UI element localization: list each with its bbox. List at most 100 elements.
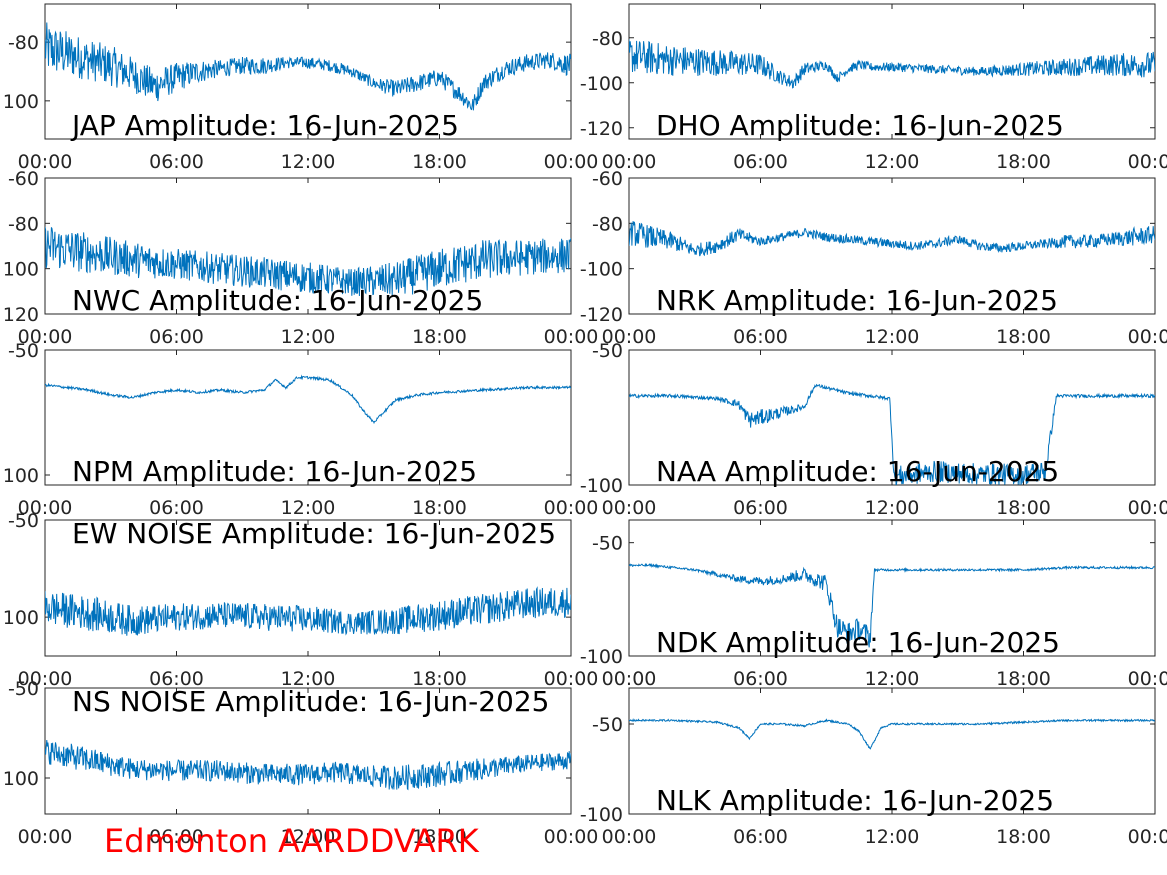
y-tick-label: 100 <box>3 465 39 487</box>
x-tick-label: 06:00 <box>733 151 788 173</box>
x-tick-label: 00:00 <box>602 826 657 848</box>
y-tick-label: -80 <box>8 32 39 54</box>
x-tick-label: 00:00 <box>544 151 599 173</box>
x-tick-label: 00:00 <box>602 668 657 690</box>
chart-title: EW NOISE Amplitude: 16-Jun-2025 <box>72 517 556 550</box>
series-line <box>629 562 1155 648</box>
x-tick-label: 00:00 <box>544 326 599 348</box>
y-tick-label: -100 <box>580 646 623 668</box>
x-tick-label: 06:00 <box>149 826 204 848</box>
x-tick-label: 06:00 <box>149 668 204 690</box>
x-tick-label: 00:00 <box>544 668 599 690</box>
y-tick-label: -50 <box>592 533 623 555</box>
y-tick-label: -100 <box>580 73 623 95</box>
chart-title: NDK Amplitude: 16-Jun-2025 <box>656 626 1060 659</box>
x-tick-label: 06:00 <box>149 151 204 173</box>
y-tick-label: -50 <box>592 714 623 736</box>
x-tick-label: 18:00 <box>996 826 1051 848</box>
chart-title: NLK Amplitude: 16-Jun-2025 <box>656 784 1054 817</box>
y-tick-label: -100 <box>580 259 623 281</box>
x-tick-label: 06:00 <box>733 668 788 690</box>
x-tick-label: 18:00 <box>412 826 467 848</box>
y-tick-label: -80 <box>8 213 39 235</box>
x-tick-label: 18:00 <box>996 497 1051 519</box>
x-tick-label: 12:00 <box>865 826 920 848</box>
x-tick-label: 06:00 <box>733 326 788 348</box>
series-line <box>45 374 571 425</box>
x-tick-label: 00:00 <box>602 151 657 173</box>
x-tick-label: 12:00 <box>865 497 920 519</box>
chart-panel-0: -80 100 00:00 06:00 12:00 18:00 00:00 JAP Ampli… <box>3 3 599 173</box>
x-tick-label: 00:00 <box>602 497 657 519</box>
y-tick-label: -80 <box>592 28 623 50</box>
y-tick-label: -50 <box>592 340 623 362</box>
y-tick-label: -50 <box>8 340 39 362</box>
x-tick-label: 12:00 <box>865 151 920 173</box>
x-tick-label: 00:00 <box>18 826 73 848</box>
y-tick-label: 100 <box>3 91 39 113</box>
plot-frame <box>44 687 572 815</box>
chart-panel-1: -80 -100 -120 00:00 06:00 12:00 18:00 00:00 DHO … <box>580 3 1167 173</box>
plot-frame <box>628 519 1156 657</box>
chart-panel-3: -60-80-100-12000:0006:0012:0018:0000:00N… <box>580 168 1167 348</box>
x-tick-label: 18:00 <box>412 151 467 173</box>
series-line <box>45 586 571 636</box>
x-tick-label: 18:00 <box>996 151 1051 173</box>
x-tick-label: 00:00 <box>18 497 73 519</box>
y-tick-label: -50 <box>8 678 39 700</box>
chart-title: NRK Amplitude: 16-Jun-2025 <box>656 284 1058 317</box>
chart-panel-4: -50 100 00:00 06:00 12:00 18:00 00:00 NPM Ampli… <box>3 340 599 519</box>
x-tick-label: 06:00 <box>733 826 788 848</box>
x-tick-label: 00:00 <box>1128 326 1167 348</box>
y-tick-label: -120 <box>580 304 623 326</box>
x-tick-label: 18:00 <box>996 326 1051 348</box>
x-tick-label: 12:00 <box>281 826 336 848</box>
x-tick-label: 12:00 <box>865 668 920 690</box>
y-tick-label: -100 <box>580 804 623 826</box>
x-tick-label: 00:00 <box>1128 668 1167 690</box>
x-tick-label: 06:00 <box>149 326 204 348</box>
y-tick-label: -100 <box>580 475 623 497</box>
x-tick-label: 12:00 <box>281 326 336 348</box>
series-line <box>629 718 1155 750</box>
x-tick-label: 12:00 <box>865 326 920 348</box>
x-tick-label: 06:00 <box>149 497 204 519</box>
chart-title: NPM Amplitude: 16-Jun-2025 <box>72 455 477 488</box>
y-tick-label: 100 <box>3 607 39 629</box>
x-tick-label: 00:00 <box>18 151 73 173</box>
x-tick-label: 00:00 <box>602 326 657 348</box>
x-tick-label: 00:00 <box>18 668 73 690</box>
x-tick-label: 12:00 <box>281 497 336 519</box>
plot-frame <box>44 349 572 486</box>
x-tick-label: 00:00 <box>544 497 599 519</box>
y-tick-label: 100 <box>3 259 39 281</box>
chart-title: NS NOISE Amplitude: 16-Jun-2025 <box>72 685 549 718</box>
series-line <box>45 226 571 297</box>
x-tick-label: 12:00 <box>281 151 336 173</box>
x-tick-label: 18:00 <box>412 668 467 690</box>
y-tick-label: 100 <box>3 768 39 790</box>
x-tick-label: 00:00 <box>1128 151 1167 173</box>
x-tick-label: 00:00 <box>18 326 73 348</box>
series-line <box>45 22 571 111</box>
chart-title: DHO Amplitude: 16-Jun-2025 <box>656 109 1064 142</box>
x-tick-label: 06:00 <box>733 497 788 519</box>
series-line <box>629 383 1155 485</box>
y-tick-label: -120 <box>580 118 623 140</box>
x-tick-label: 00:00 <box>1128 497 1167 519</box>
chart-title: NWC Amplitude: 16-Jun-2025 <box>72 284 483 317</box>
series-line <box>629 39 1155 89</box>
y-tick-label: -60 <box>8 168 39 190</box>
series-line <box>629 221 1155 257</box>
y-tick-label: -50 <box>8 510 39 532</box>
chart-panel-8: -50 100 00:00 06:00 12:00 18:00 00:00 NS NOISE … <box>3 678 599 848</box>
series-line <box>45 740 571 791</box>
plot-frame <box>628 687 1156 815</box>
y-tick-label: 120 <box>3 304 39 326</box>
x-tick-label: 18:00 <box>996 668 1051 690</box>
